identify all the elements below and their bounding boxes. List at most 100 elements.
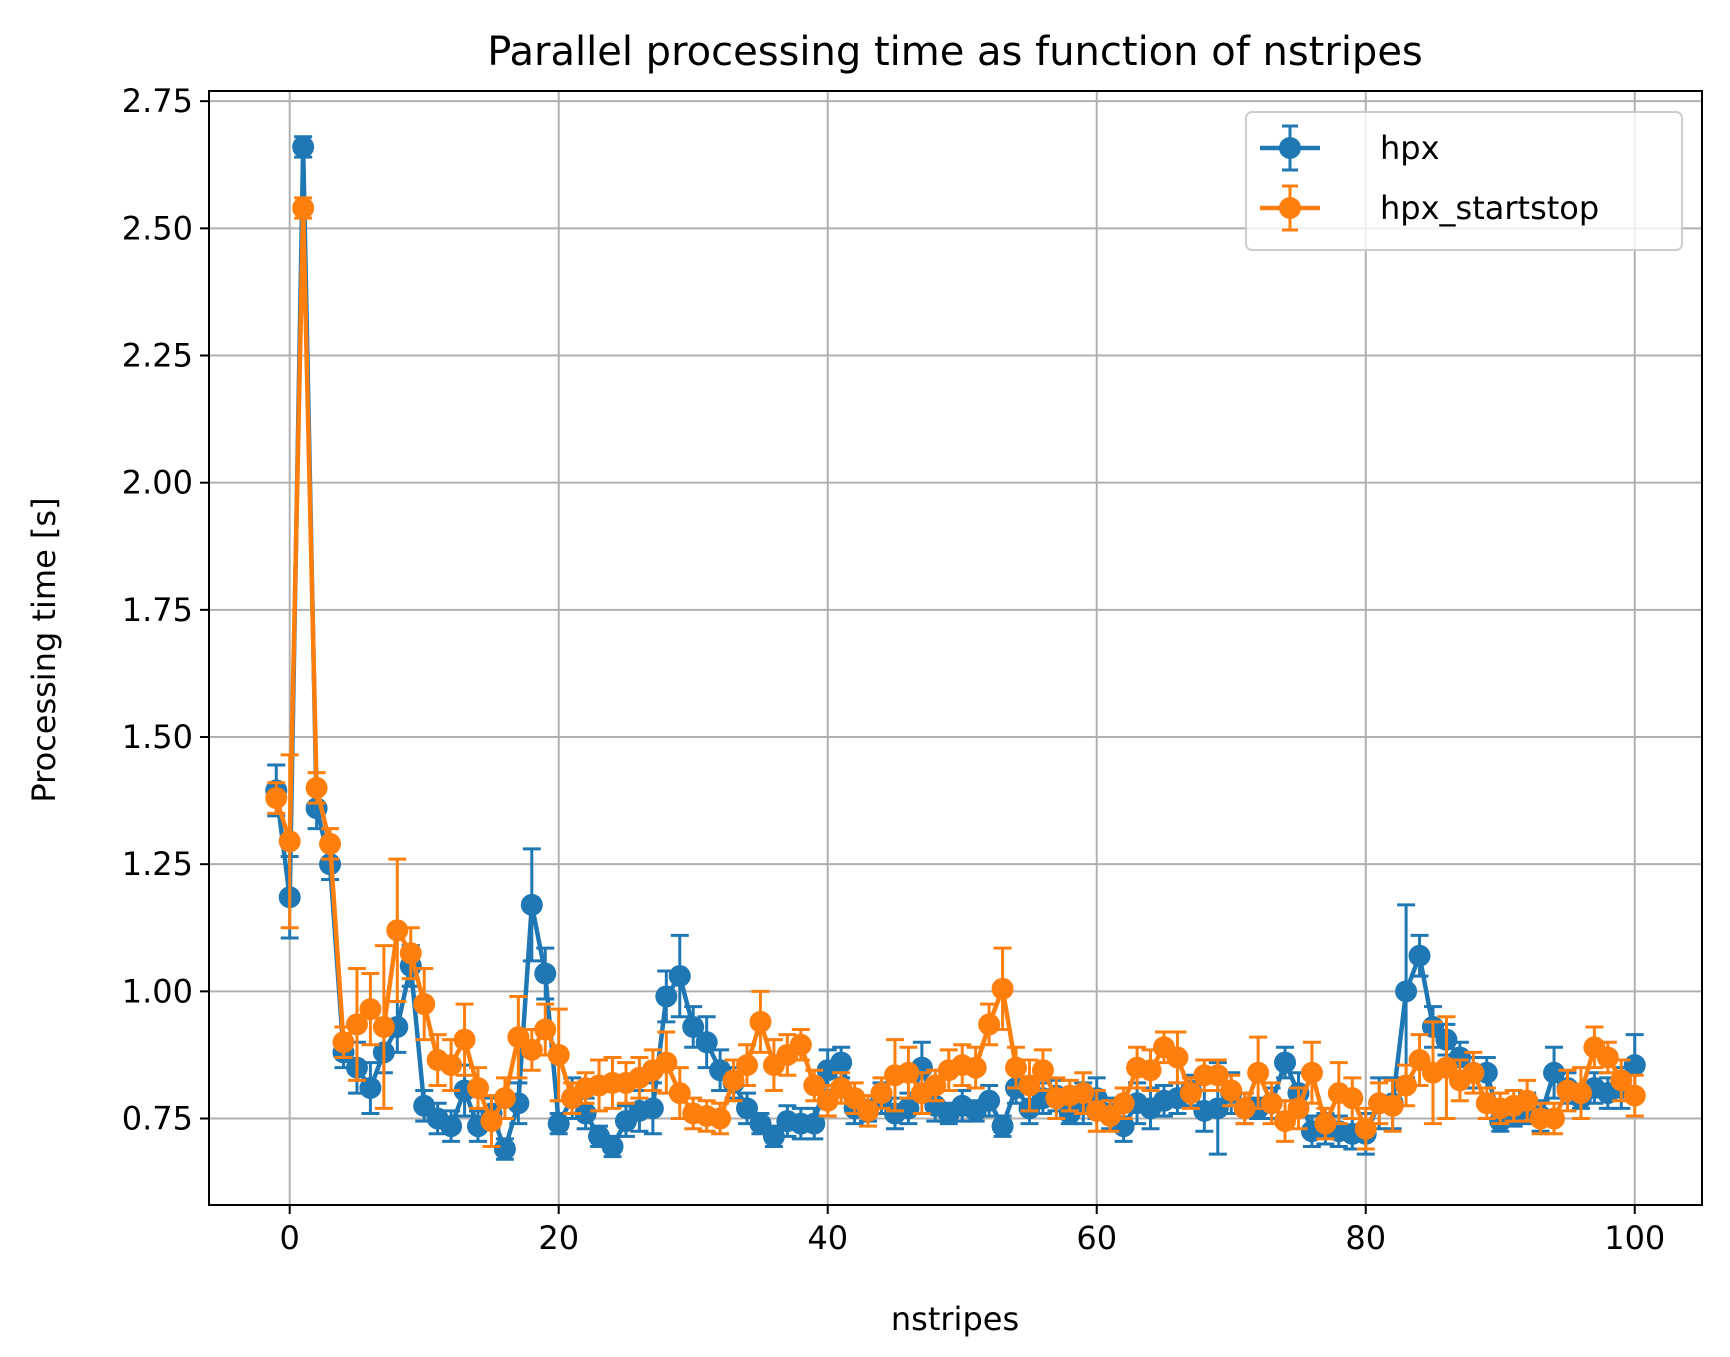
- series-hpx: [265, 135, 1646, 1161]
- legend-marker: [1279, 197, 1301, 219]
- data-point: [345, 1013, 368, 1036]
- data-point: [292, 135, 315, 158]
- data-point: [574, 1102, 597, 1125]
- data-point: [803, 1074, 826, 1097]
- data-point: [1408, 944, 1431, 967]
- data-point: [467, 1077, 490, 1100]
- plot-series: [265, 135, 1646, 1161]
- data-point: [991, 977, 1014, 1000]
- data-point: [1018, 1074, 1041, 1097]
- data-point: [991, 1115, 1014, 1138]
- x-tick-label: 20: [538, 1219, 579, 1257]
- data-point: [1233, 1097, 1256, 1120]
- y-tick-label: 2.25: [122, 337, 193, 375]
- data-point: [1005, 1056, 1028, 1079]
- y-tick-label: 2.75: [122, 82, 193, 120]
- axis-ticks: 0 20 40 60 80 100 0.75 1.00 1.25 1.50 1.75 2.00 2.25…: [122, 82, 1666, 1257]
- data-point: [332, 1031, 355, 1054]
- data-point: [1462, 1061, 1485, 1084]
- x-axis-label: nstripes: [891, 1300, 1019, 1338]
- series-line: [274, 144, 1637, 1152]
- data-point: [1341, 1087, 1364, 1110]
- data-point: [359, 1077, 382, 1100]
- data-point: [978, 1013, 1001, 1036]
- data-point: [736, 1097, 759, 1120]
- data-point: [1274, 1051, 1297, 1074]
- legend-label: hpx_startstop: [1380, 189, 1599, 227]
- data-point: [278, 830, 301, 853]
- data-point: [547, 1112, 570, 1135]
- data-point: [386, 919, 409, 942]
- data-point: [372, 1015, 395, 1038]
- chart-title: Parallel processing time as function of …: [487, 29, 1423, 75]
- data-point: [682, 1015, 705, 1038]
- data-point: [749, 1010, 772, 1033]
- data-point: [1516, 1089, 1539, 1112]
- data-point: [736, 1054, 759, 1077]
- data-point: [480, 1110, 503, 1133]
- data-point: [1623, 1084, 1646, 1107]
- data-point: [1072, 1082, 1095, 1105]
- data-point: [493, 1087, 516, 1110]
- y-tick-label: 1.50: [122, 718, 193, 756]
- data-point: [1395, 1074, 1418, 1097]
- data-point: [547, 1043, 570, 1066]
- x-tick-label: 40: [807, 1219, 848, 1257]
- data-point: [1179, 1082, 1202, 1105]
- data-point: [1569, 1082, 1592, 1105]
- data-point: [655, 985, 678, 1008]
- data-point: [1381, 1094, 1404, 1117]
- data-point: [897, 1061, 920, 1084]
- data-point: [762, 1125, 785, 1148]
- x-tick-label: 80: [1345, 1219, 1386, 1257]
- data-point: [1395, 980, 1418, 1003]
- x-tick-label: 0: [280, 1219, 300, 1257]
- data-point: [1354, 1117, 1377, 1140]
- legend-box: [1245, 111, 1683, 251]
- data-point: [534, 1018, 557, 1041]
- legend-label: hpx: [1380, 129, 1440, 167]
- data-point: [870, 1082, 893, 1105]
- data-point: [399, 942, 422, 965]
- data-point: [1314, 1112, 1337, 1135]
- data-point: [292, 196, 315, 219]
- y-tick-label: 2.00: [122, 464, 193, 502]
- legend: hpx hpx_startstop: [1245, 111, 1683, 251]
- data-point: [1206, 1097, 1229, 1120]
- legend-marker: [1279, 137, 1301, 159]
- data-point: [789, 1033, 812, 1056]
- data-point: [1247, 1061, 1270, 1084]
- data-point: [1206, 1064, 1229, 1087]
- data-point: [520, 1038, 543, 1061]
- data-point: [1543, 1107, 1566, 1130]
- y-tick-label: 1.25: [122, 845, 193, 883]
- x-tick-label: 60: [1076, 1219, 1117, 1257]
- plot-frame: [208, 90, 1703, 1206]
- data-point: [305, 776, 328, 799]
- data-point: [655, 1051, 678, 1074]
- data-point: [601, 1135, 624, 1158]
- data-point: [440, 1115, 463, 1138]
- data-point: [709, 1107, 732, 1130]
- data-point: [641, 1097, 664, 1120]
- data-point: [964, 1056, 987, 1079]
- data-point: [265, 787, 288, 810]
- data-point: [534, 962, 557, 985]
- y-tick-label: 1.75: [122, 591, 193, 629]
- data-point: [1031, 1059, 1054, 1082]
- y-tick-label: 0.75: [122, 1100, 193, 1138]
- x-tick-label: 100: [1604, 1219, 1665, 1257]
- y-tick-label: 2.50: [122, 209, 193, 247]
- data-point: [1166, 1046, 1189, 1069]
- y-axis-label: Processing time [s]: [25, 497, 63, 802]
- data-point: [1596, 1046, 1619, 1069]
- data-point: [1139, 1059, 1162, 1082]
- data-point: [413, 993, 436, 1016]
- data-point: [668, 1082, 691, 1105]
- data-point: [1112, 1092, 1135, 1115]
- data-point: [830, 1051, 853, 1074]
- data-point: [857, 1099, 880, 1122]
- data-point: [319, 832, 342, 855]
- data-point: [1220, 1079, 1243, 1102]
